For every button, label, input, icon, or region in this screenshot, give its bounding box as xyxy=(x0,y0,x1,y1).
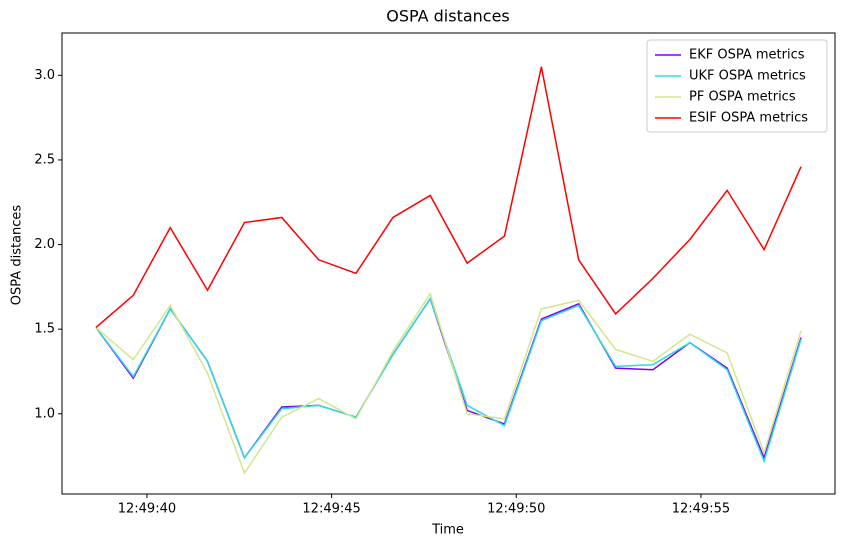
legend-label: PF OSPA metrics xyxy=(689,90,796,105)
legend-label: EKF OSPA metrics xyxy=(689,48,805,63)
y-tick-label: 1.5 xyxy=(34,322,55,337)
series-line xyxy=(95,66,802,329)
y-tick-label: 1.0 xyxy=(34,406,55,421)
x-tick-label: 12:49:50 xyxy=(487,502,545,517)
legend-box xyxy=(646,39,828,133)
series-line xyxy=(95,297,802,461)
x-tick-label: 12:49:45 xyxy=(302,502,360,517)
legend-label: UKF OSPA metrics xyxy=(689,69,806,84)
x-tick-label: 12:49:40 xyxy=(118,502,176,517)
series-line xyxy=(95,297,802,464)
legend-label: ESIF OSPA metrics xyxy=(689,111,808,126)
y-axis-label: OSPA distances xyxy=(10,205,25,306)
y-tick-label: 2.5 xyxy=(34,152,55,167)
y-tick-label: 2.0 xyxy=(34,237,55,252)
x-axis-label: Time xyxy=(431,523,464,538)
series-line xyxy=(95,291,802,475)
x-tick-label: 12:49:55 xyxy=(672,502,730,517)
plot-frame xyxy=(61,32,836,495)
chart-title: OSPA distances xyxy=(386,7,510,26)
y-tick-label: 3.0 xyxy=(34,68,55,83)
